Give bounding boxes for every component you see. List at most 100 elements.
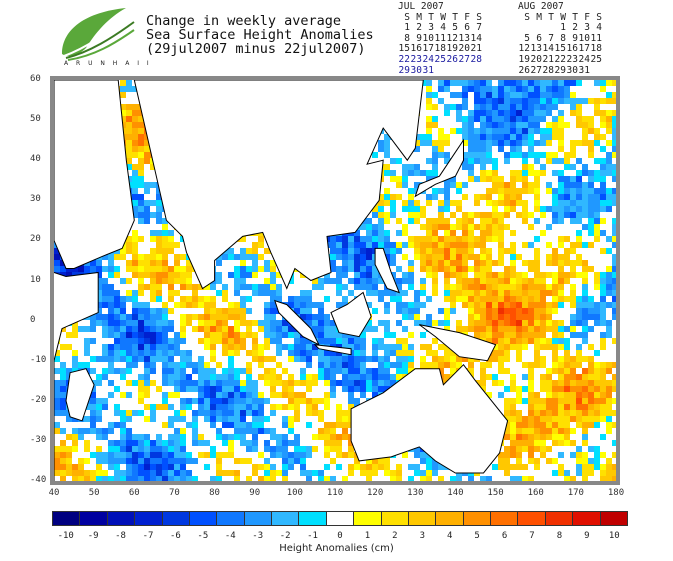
lon-tick-label: 130 xyxy=(407,488,424,498)
lat-tick-label: 40 xyxy=(30,154,41,165)
logo-text: A R U N H A I I xyxy=(64,60,152,67)
weekday-label: S xyxy=(404,11,410,23)
calendar-day: 4 xyxy=(440,22,446,34)
calendar-day: 14 xyxy=(470,32,482,44)
colorbar-swatch xyxy=(299,512,327,525)
calendar-day: 29 xyxy=(554,64,566,76)
weekday-label: W xyxy=(440,11,446,23)
weekday-label: W xyxy=(560,11,566,23)
lon-tick-label: 180 xyxy=(607,488,625,498)
calendar-day: 27 xyxy=(530,64,542,76)
weekday-label: M xyxy=(536,11,542,23)
calendar-day: 13 xyxy=(458,32,470,44)
calendar-day: 25 xyxy=(434,53,446,65)
weekday-label: F xyxy=(584,11,590,23)
weekday-label: T xyxy=(548,11,554,23)
colorbar-swatch xyxy=(354,512,382,525)
calendar-month-label: JUL 2007 xyxy=(398,1,444,12)
calendar-day: 17 xyxy=(578,43,590,55)
colorbar-swatch xyxy=(545,512,574,525)
colorbar-label: 9 xyxy=(584,531,590,541)
colorbar-label: 10 xyxy=(608,531,620,541)
calendar-day: 22 xyxy=(398,53,410,65)
calendar-day: 23 xyxy=(410,53,422,65)
calendar-month-label: AUG 2007 xyxy=(518,1,564,12)
colorbar-swatch xyxy=(244,512,272,525)
calendar-day: 11 xyxy=(590,32,602,44)
colorbar-swatch xyxy=(436,512,464,525)
colorbar-label: 8 xyxy=(556,531,563,541)
lon-tick-label: 120 xyxy=(367,488,384,498)
calendar-day: 2 xyxy=(416,22,422,34)
colorbar-label: -9 xyxy=(87,531,99,541)
colorbar-label: -2 xyxy=(279,531,291,541)
calendar-day: 22 xyxy=(554,53,566,65)
calendar-day xyxy=(458,66,470,77)
calendar-day: 29 xyxy=(398,64,410,76)
calendar-day: 30 xyxy=(566,64,578,76)
colorbar-swatch xyxy=(326,512,355,525)
madagascar-landmass xyxy=(65,368,95,422)
calendar-day: 18 xyxy=(590,43,602,55)
calendar-day: 19 xyxy=(518,53,530,65)
lon-tick-label: 170 xyxy=(567,488,584,498)
colorbar-label: 1 xyxy=(364,531,371,541)
calendar-day: 21 xyxy=(542,53,554,65)
colorbar-label: -3 xyxy=(252,531,264,541)
colorbar-swatch xyxy=(381,512,409,525)
lon-tick-label: 150 xyxy=(487,488,504,498)
calendar-day: 13 xyxy=(530,43,542,55)
colorbar-label: -8 xyxy=(115,531,126,541)
calendar-day: 11 xyxy=(434,32,446,44)
calendar-day: 19 xyxy=(446,43,458,55)
title-line-1: Change in weekly average xyxy=(146,13,342,29)
calendar-day: 31 xyxy=(422,64,434,76)
calendar-day: 2 xyxy=(572,22,578,34)
calendar-day: 10 xyxy=(578,32,590,44)
calendar-day: 9 xyxy=(416,32,422,44)
colorbar-swatch xyxy=(518,512,546,525)
calendar-day: 23 xyxy=(566,53,578,65)
calendar-day: 31 xyxy=(578,64,590,76)
lon-tick-label: 160 xyxy=(527,488,544,498)
calendar-day: 3 xyxy=(584,22,590,34)
calendar-day: 20 xyxy=(458,43,470,55)
colorbar-label: 5 xyxy=(474,531,480,541)
colorbar-swatch xyxy=(491,512,519,525)
calendar-day: 6 xyxy=(464,22,470,34)
borneo-landmass xyxy=(330,291,372,338)
calendar-day: 8 xyxy=(404,32,410,44)
calendar-august: AUG 2007 S M T W T F S 1 2 3 4 5 6 7 8 9 10 11 12 13 14 15 16 17… xyxy=(518,1,602,77)
calendar-day: 15 xyxy=(398,43,410,55)
newguinea-landmass xyxy=(419,324,497,362)
lon-tick-label: 110 xyxy=(326,488,344,498)
lat-tick-label: -30 xyxy=(30,434,47,445)
colorbar-label: 2 xyxy=(392,531,398,541)
weekday-label: T xyxy=(452,11,458,23)
australia-landmass xyxy=(350,363,509,474)
philippines-landmass xyxy=(374,247,401,294)
calendar-day: 25 xyxy=(590,53,602,65)
calendar-day: 18 xyxy=(434,43,446,55)
calendar-day: 4 xyxy=(596,22,602,34)
map-frame xyxy=(50,76,620,485)
colorbar-swatch xyxy=(80,512,108,525)
calendar-july: JUL 2007 S M T W T F S 1 2 3 4 5 6 7 8 9 10 11 12 13 14 15 16 17… xyxy=(398,1,482,77)
calendar-week-row: 5 6 7 8 9 10 11 xyxy=(518,32,602,45)
lon-tick-label: 90 xyxy=(249,488,261,498)
lon-tick-label: 60 xyxy=(128,488,140,498)
calendar-day: 5 xyxy=(524,32,530,44)
colorbar-label: -5 xyxy=(197,531,209,541)
colorbar-label: -7 xyxy=(142,531,154,541)
calendar-day: 3 xyxy=(428,22,434,34)
lon-tick-label: 40 xyxy=(48,488,60,498)
colorbar-label: 4 xyxy=(446,531,453,541)
calendar-week-row: 12 13 14 15 16 17 18 xyxy=(518,44,602,55)
ssh-anomaly-map xyxy=(54,80,616,481)
lat-tick-label: 30 xyxy=(30,194,41,205)
lon-tick-label: 80 xyxy=(209,488,220,498)
calendar-week-row: 15 16 17 18 19 20 21 xyxy=(398,44,482,55)
calendar-week-row: 26 27 28 29 30 31 xyxy=(518,64,602,77)
calendar-day: 10 xyxy=(422,32,434,44)
